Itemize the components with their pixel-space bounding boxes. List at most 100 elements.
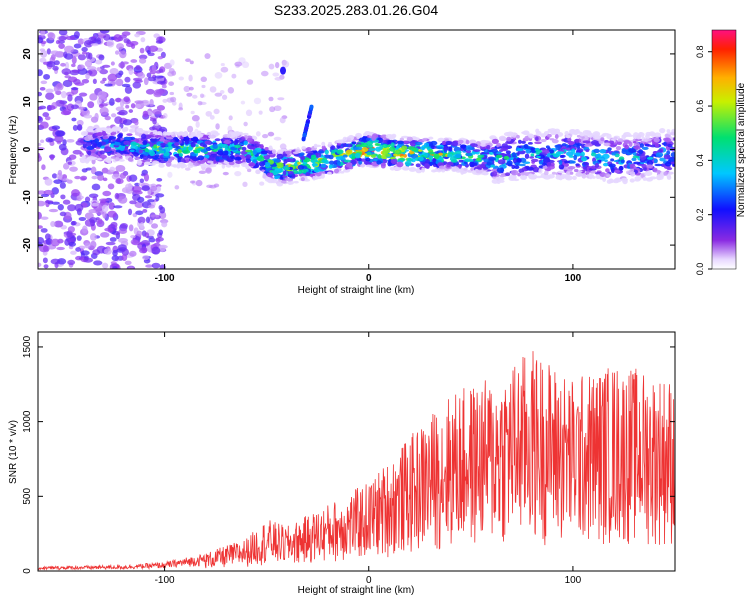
heatmap-cell xyxy=(506,160,513,166)
heatmap-cell xyxy=(623,131,631,137)
heatmap-cell xyxy=(38,37,44,44)
heatmap-cell xyxy=(370,154,376,158)
heatmap-cell xyxy=(189,60,194,65)
heatmap-cell xyxy=(623,140,631,144)
heatmap-cell xyxy=(374,143,380,146)
heatmap-cell xyxy=(618,165,624,171)
heatmap-cell xyxy=(221,163,226,169)
heatmap-cell xyxy=(336,149,344,155)
heatmap-cell xyxy=(55,99,65,107)
heatmap-cell xyxy=(51,201,60,205)
heatmap-cell xyxy=(291,174,296,179)
heatmap-cell xyxy=(506,136,512,142)
heatmap-cell xyxy=(162,131,168,136)
heatmap-cell xyxy=(617,138,624,141)
heatmap-cell xyxy=(646,160,654,166)
heatmap-cell xyxy=(81,168,88,173)
heatmap-cell xyxy=(300,177,305,182)
heatmap-cell xyxy=(150,214,160,218)
heatmap-cell xyxy=(206,184,213,189)
heatmap-cell xyxy=(117,133,123,139)
heatmap-cell xyxy=(298,154,304,157)
heatmap-cell xyxy=(90,166,97,175)
heatmap-cell xyxy=(83,39,94,48)
heatmap-cell xyxy=(435,146,443,150)
heatmap-cell xyxy=(469,161,475,167)
heatmap-cell xyxy=(565,175,573,181)
heatmap-cell xyxy=(81,155,86,159)
heatmap-cell xyxy=(38,236,45,244)
heatmap-cell xyxy=(107,210,117,218)
heatmap-cell xyxy=(633,161,641,165)
heatmap-cell xyxy=(281,180,287,184)
heatmap-cell xyxy=(530,153,535,157)
heatmap-cell xyxy=(145,216,151,224)
y-tick-label: 1500 xyxy=(22,335,33,358)
snr-frame xyxy=(37,331,676,572)
heatmap-cell xyxy=(458,159,464,163)
heatmap-cell xyxy=(105,128,110,132)
heatmap-cell xyxy=(143,77,149,86)
heatmap-cell xyxy=(86,145,95,150)
heatmap-cell xyxy=(144,232,150,238)
heatmap-cell xyxy=(576,148,584,154)
heatmap-cell xyxy=(542,148,550,154)
heatmap-cell xyxy=(558,160,563,165)
colorbar-gradient xyxy=(711,29,737,270)
heatmap-cell xyxy=(38,91,43,97)
heatmap-cell xyxy=(148,45,159,52)
heatmap-cell xyxy=(68,241,77,247)
heatmap-cell xyxy=(40,50,48,58)
heatmap-cell xyxy=(667,159,671,165)
heatmap-cell xyxy=(137,216,146,224)
heatmap-cell xyxy=(67,161,73,165)
heatmap-cell xyxy=(51,173,58,179)
heatmap-cell xyxy=(77,54,87,61)
heatmap-cell xyxy=(145,161,151,166)
heatmap-cell xyxy=(135,64,141,71)
heatmap-cell xyxy=(148,237,156,243)
heatmap-cell xyxy=(174,142,180,147)
heatmap-cell xyxy=(305,122,310,127)
heatmap-cell xyxy=(102,190,112,197)
heatmap-cell xyxy=(330,145,336,151)
heatmap-cell xyxy=(137,72,146,79)
heatmap-cell xyxy=(200,76,207,83)
heatmap-cell xyxy=(147,204,156,209)
heatmap-cell xyxy=(195,121,200,128)
heatmap-cell xyxy=(161,221,168,228)
heatmap-cell xyxy=(40,30,46,37)
heatmap-cell xyxy=(336,139,344,144)
heatmap-cell xyxy=(190,110,195,115)
colorbar-tick-label: 0.8 xyxy=(695,45,705,58)
heatmap-cell xyxy=(307,114,312,119)
heatmap-cell xyxy=(629,168,635,172)
heatmap-cell xyxy=(285,150,292,155)
heatmap-cell xyxy=(428,161,435,165)
heatmap-cell xyxy=(653,167,658,172)
heatmap-cell xyxy=(87,156,96,160)
heatmap-cell xyxy=(128,109,134,113)
heatmap-cell xyxy=(113,205,123,209)
colorbar-tick-label: 0.0 xyxy=(695,263,705,276)
heatmap-cell xyxy=(135,157,140,160)
heatmap-cell xyxy=(356,134,360,140)
heatmap-cell xyxy=(154,75,164,79)
heatmap-cell xyxy=(622,178,628,185)
heatmap-cell xyxy=(293,180,299,184)
heatmap-cell xyxy=(205,146,212,152)
heatmap-cell xyxy=(58,36,67,42)
heatmap-cell xyxy=(401,135,410,139)
heatmap-cell xyxy=(104,115,111,121)
heatmap-cell xyxy=(84,60,93,68)
heatmap-cell xyxy=(632,155,640,159)
heatmap-cell xyxy=(581,136,585,139)
heatmap-cell xyxy=(472,149,481,152)
heatmap-cell xyxy=(602,177,607,182)
heatmap-cell xyxy=(279,143,287,150)
heatmap-cell xyxy=(182,149,191,154)
heatmap-cell xyxy=(119,172,127,179)
heatmap-cell xyxy=(205,110,213,117)
heatmap-cell xyxy=(163,62,172,70)
